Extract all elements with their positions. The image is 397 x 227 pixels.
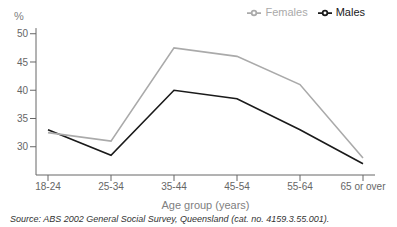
svg-text:35: 35 bbox=[17, 113, 29, 124]
svg-text:25-34: 25-34 bbox=[98, 181, 124, 192]
svg-text:30: 30 bbox=[17, 141, 29, 152]
svg-text:35-44: 35-44 bbox=[161, 181, 187, 192]
svg-text:45-54: 45-54 bbox=[224, 181, 250, 192]
svg-text:%: % bbox=[14, 10, 24, 22]
html-text:Males: Males bbox=[335, 6, 365, 18]
html-text:Females: Females bbox=[265, 6, 308, 18]
svg-text:65 or over: 65 or over bbox=[340, 181, 386, 192]
svg-text:45: 45 bbox=[17, 57, 29, 68]
svg-text:40: 40 bbox=[17, 85, 29, 96]
svg-text:55-64: 55-64 bbox=[287, 181, 313, 192]
html-text:Source: ABS 2002 General Socia: Source: ABS 2002 General Social Survey, … bbox=[10, 214, 330, 224]
svg-text:Age group (years): Age group (years) bbox=[161, 199, 249, 211]
svg-text:50: 50 bbox=[17, 28, 29, 39]
svg-text:18-24: 18-24 bbox=[35, 181, 61, 192]
